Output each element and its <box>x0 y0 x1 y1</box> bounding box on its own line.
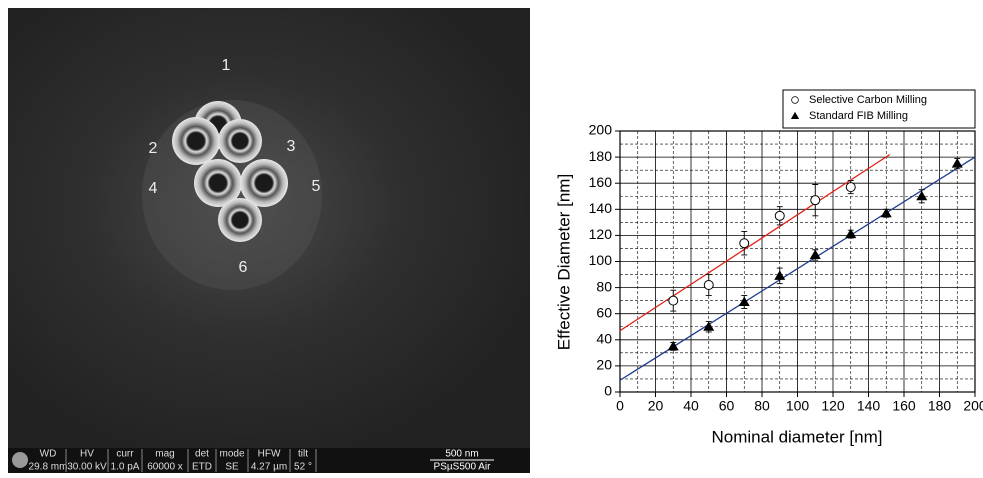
pillar <box>172 117 220 165</box>
info-value: SE <box>225 462 239 473</box>
y-tick-label: 120 <box>589 226 613 242</box>
scale-bar: 500 nm <box>445 449 478 460</box>
sem-background <box>8 8 530 448</box>
point <box>880 207 892 218</box>
info-label: curr <box>116 449 134 460</box>
point <box>916 190 928 201</box>
info-label: tilt <box>298 449 308 460</box>
point <box>668 295 679 306</box>
point <box>739 238 750 249</box>
info-label: mag <box>155 449 174 460</box>
info-value: ETD <box>192 462 212 473</box>
sem-image: 1 2 3 4 5 6 WD 29.8 mm HV 30.00 kV curr 1.0 p… <box>8 8 530 473</box>
pillar-label: 6 <box>239 259 248 276</box>
point <box>809 249 821 259</box>
legend-box <box>782 89 976 129</box>
fit-line <box>619 156 976 381</box>
info-label: mode <box>219 449 244 460</box>
info-value: 4.27 µm <box>251 462 287 473</box>
x-tick-label: 200 <box>963 398 983 414</box>
point <box>774 210 785 221</box>
legend-label: Standard FIB Milling <box>809 110 908 122</box>
point <box>951 158 963 168</box>
point <box>845 228 857 239</box>
x-tick-label: 140 <box>857 398 881 414</box>
x-tick-label: 0 <box>616 398 624 414</box>
y-tick-label: 0 <box>604 383 612 399</box>
info-value: 52 ° <box>294 462 312 473</box>
point <box>703 321 715 331</box>
legend-marker <box>791 96 799 104</box>
y-tick-label: 100 <box>589 252 613 268</box>
x-tick-label: 40 <box>683 398 699 414</box>
point <box>703 279 714 290</box>
point <box>667 340 679 351</box>
pillar <box>218 119 262 163</box>
info-label: HV <box>80 449 94 460</box>
info-label: WD <box>40 449 57 460</box>
y-tick-label: 200 <box>589 122 613 138</box>
legend-marker <box>790 111 800 119</box>
point <box>845 182 856 193</box>
pillar-label: 4 <box>149 180 158 197</box>
point <box>810 195 821 206</box>
y-tick-label: 80 <box>596 278 612 294</box>
info-label: HFW <box>258 449 281 460</box>
pillar-label: 2 <box>149 140 158 157</box>
y-tick-label: 160 <box>589 174 613 190</box>
x-tick-label: 180 <box>928 398 952 414</box>
y-tick-label: 40 <box>596 331 612 347</box>
x-tick-label: 80 <box>754 398 770 414</box>
point <box>738 296 750 306</box>
x-tick-label: 120 <box>821 398 845 414</box>
pillar-label: 3 <box>287 138 296 155</box>
logo <box>12 452 28 468</box>
plot-frame <box>619 130 976 393</box>
info-value: 30.00 kV <box>67 462 107 473</box>
pillar <box>240 159 288 207</box>
pillar <box>194 159 242 207</box>
chart: Effective Diameter [nm] Nominal diameter… <box>554 89 983 446</box>
x-axis-label: Nominal diameter [nm] <box>711 427 882 446</box>
pillar <box>218 198 262 242</box>
y-axis-label: Effective Diameter [nm] <box>554 174 573 350</box>
pillar-label: 5 <box>312 178 321 195</box>
fit-line <box>619 153 891 332</box>
info-label: det <box>195 449 209 460</box>
pillar-label: 1 <box>222 57 231 74</box>
info-value: 29.8 mm <box>29 462 68 473</box>
x-tick-label: 160 <box>892 398 916 414</box>
x-tick-label: 20 <box>648 398 664 414</box>
info-value: 1.0 pA <box>111 462 140 473</box>
y-tick-label: 20 <box>596 357 612 373</box>
x-tick-label: 60 <box>719 398 735 414</box>
x-tick-label: 100 <box>786 398 810 414</box>
info-value: 60000 x <box>147 462 183 473</box>
y-tick-label: 180 <box>589 148 613 164</box>
point <box>774 270 786 280</box>
y-tick-label: 60 <box>596 304 612 320</box>
legend-label: Selective Carbon Milling <box>809 94 927 106</box>
pillars <box>172 101 288 242</box>
instrument: PSµS500 Air <box>434 462 492 473</box>
y-tick-label: 140 <box>589 200 613 216</box>
